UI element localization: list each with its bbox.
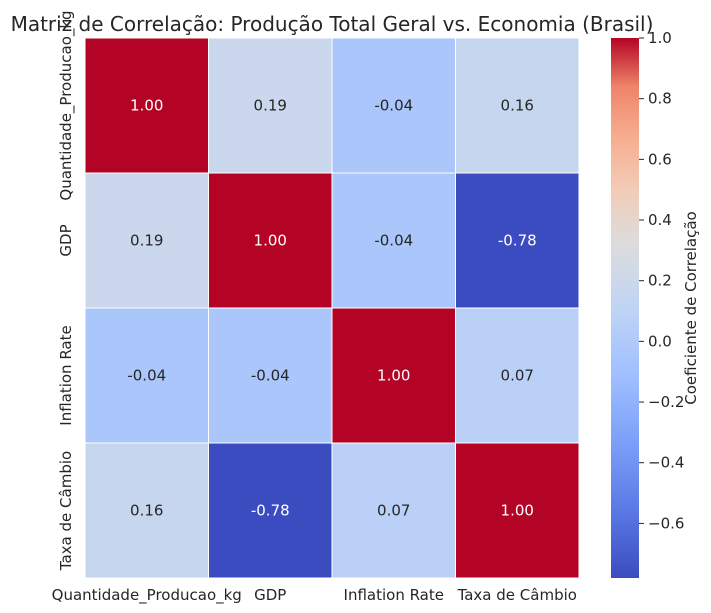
heatmap-cell — [455, 172, 580, 309]
cell-value-label: -0.04 — [374, 232, 413, 250]
colorbar-tick-label: −0.4 — [648, 454, 684, 472]
colorbar — [611, 38, 639, 578]
cell-value-label: 1.00 — [377, 367, 410, 385]
heatmap-cell — [455, 307, 580, 444]
y-tick-labels: Quantidade_Producao_kg GDP Inflation Rate T… — [57, 10, 76, 571]
cell-value-label: 0.19 — [254, 97, 287, 115]
heatmap-cell — [455, 442, 580, 579]
colorbar-tick-label: 0.4 — [648, 211, 672, 229]
x-tick-labels: Quantidade_Producao_kg GDP Inflation Rate T… — [52, 586, 577, 605]
cell-value-label: -0.04 — [251, 367, 290, 385]
heatmap-cell — [208, 307, 333, 444]
colorbar-tick-label: 0.0 — [648, 332, 672, 350]
y-tick-label: Quantidade_Producao_kg — [57, 10, 76, 200]
heatmap-cell — [455, 37, 580, 174]
heatmap-cell — [208, 172, 333, 309]
heatmap-cell — [331, 442, 456, 579]
cell-value-label: 1.00 — [130, 97, 163, 115]
colorbar-tick-label: −0.6 — [648, 514, 684, 532]
cell-value-label: 0.16 — [501, 97, 534, 115]
x-tick-label: Taxa de Câmbio — [457, 586, 577, 604]
colorbar-label: Coeficiente de Correlação — [682, 211, 700, 404]
heatmap-cell — [208, 37, 333, 174]
cell-value-label: -0.04 — [374, 97, 413, 115]
heatmap-cell — [208, 442, 333, 579]
y-tick-label: GDP — [57, 224, 75, 256]
cell-value-label: 0.07 — [377, 502, 410, 520]
y-tick-label: Taxa de Câmbio — [57, 451, 75, 571]
x-tick-label: GDP — [254, 586, 286, 604]
cell-value-label: -0.78 — [251, 502, 290, 520]
colorbar-tick-label: 1.0 — [648, 29, 672, 47]
colorbar-ticks: 1.0 0.8 0.6 0.4 0.2 0.0 −0.2 −0.4 −0.6 — [639, 29, 684, 532]
cell-value-label: 1.00 — [254, 232, 287, 250]
x-tick-label: Inflation Rate — [344, 586, 444, 604]
colorbar-tick-label: 0.6 — [648, 150, 672, 168]
cell-value-label: -0.04 — [127, 367, 166, 385]
heatmap-cell — [84, 37, 209, 174]
heatmap-cell — [84, 442, 209, 579]
heatmap-cells: 1.00 0.19 -0.04 0.16 0.19 1.00 -0.04 -0.78 -0.04… — [84, 37, 580, 579]
cell-value-label: 0.19 — [130, 232, 163, 250]
cell-value-label: 0.07 — [501, 367, 534, 385]
colorbar-tick-label: 0.2 — [648, 272, 672, 290]
y-tick-label: Inflation Rate — [57, 325, 75, 425]
x-tick-label: Quantidade_Producao_kg — [52, 586, 242, 605]
heatmap-cell — [84, 172, 209, 309]
cell-value-label: -0.78 — [498, 232, 537, 250]
colorbar-tick-label: −0.2 — [648, 393, 684, 411]
cell-value-label: 0.16 — [130, 502, 163, 520]
cell-value-label: 1.00 — [501, 502, 534, 520]
heatmap-cell — [331, 37, 456, 174]
chart-title: Matriz de Correlação: Produção Total Ger… — [11, 12, 654, 36]
colorbar-tick-label: 0.8 — [648, 90, 672, 108]
